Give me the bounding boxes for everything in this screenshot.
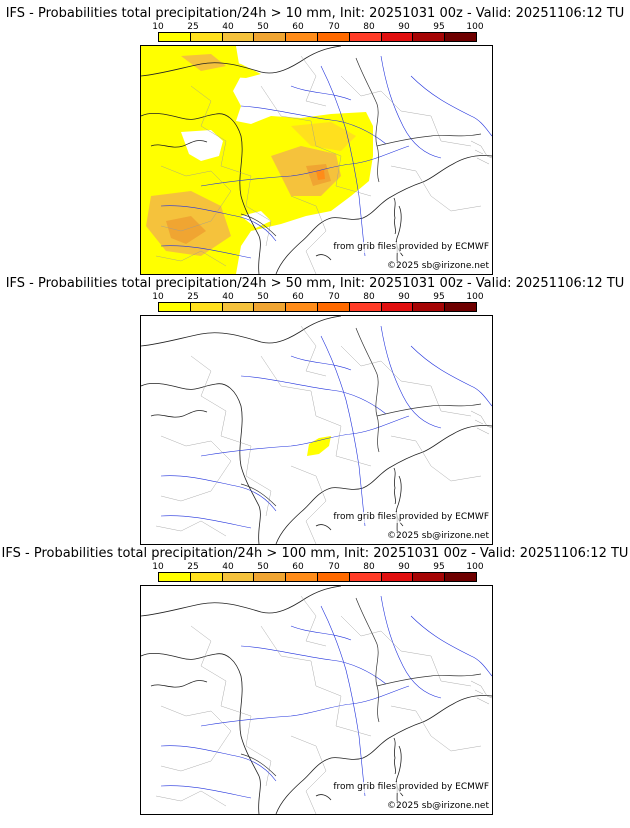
colorbar-labels: 10 25 40 50 60 70 80 90 95 100 [152,292,483,302]
colorbar-swatch [349,33,382,41]
colorbar-label: 80 [363,562,375,572]
colorbar-swatch [413,33,446,41]
colorbar-swatch [222,33,255,41]
copyright: ©2025 sb@irizone.net [387,801,489,812]
colorbar-label: 70 [328,22,340,32]
colorbar-label: 60 [292,22,304,32]
source-note: from grib files provided by ECMWF [333,512,489,523]
colorbar-label: 100 [466,22,484,32]
colorbar-swatch [254,33,287,41]
precip-probability-overlay [141,46,492,274]
probability-shading [307,436,331,456]
colorbar-swatch [381,573,414,581]
colorbar-swatch [254,303,287,311]
colorbar-swatch [349,303,382,311]
copyright: ©2025 sb@irizone.net [387,261,489,272]
colorbar-label: 80 [363,292,375,302]
map: from grib files provided by ECMWF ©2025 … [140,585,493,815]
panel-title: IFS - Probabilities total precipitation/… [5,6,625,21]
probability-shading [141,46,373,274]
colorbar-swatch [159,303,191,311]
copyright: ©2025 sb@irizone.net [387,531,489,542]
colorbar-swatch [159,573,191,581]
colorbar-label: 40 [222,292,234,302]
colorbar-swatch [190,33,223,41]
colorbar-label: 60 [292,292,304,302]
colorbar [158,32,477,42]
colorbar-label: 90 [398,292,410,302]
colorbar-label: 70 [328,562,340,572]
precip-probability-overlay [141,316,492,544]
colorbar-swatch [286,33,318,41]
colorbar-swatch [445,573,476,581]
colorbar [158,302,477,312]
map: from grib files provided by ECMWF ©2025 … [140,315,493,545]
colorbar-label: 100 [466,562,484,572]
panel-title: IFS - Probabilities total precipitation/… [1,546,629,561]
forecast-panel-100mm: IFS - Probabilities total precipitation/… [0,546,630,816]
colorbar-swatch [317,33,350,41]
colorbar-label: 10 [152,22,164,32]
colorbar-label: 95 [433,22,445,32]
colorbar-swatch [222,303,255,311]
colorbar-label: 95 [433,292,445,302]
panel-title: IFS - Probabilities total precipitation/… [5,276,625,291]
colorbar-label: 50 [257,562,269,572]
colorbar-label: 50 [257,292,269,302]
colorbar-label: 50 [257,22,269,32]
colorbar-label: 90 [398,22,410,32]
colorbar-label: 40 [222,562,234,572]
colorbar [158,572,477,582]
colorbar-label: 40 [222,22,234,32]
colorbar-label: 25 [187,292,199,302]
source-note: from grib files provided by ECMWF [333,242,489,253]
colorbar-label: 100 [466,292,484,302]
colorbar-swatch [381,33,414,41]
colorbar-label: 95 [433,562,445,572]
colorbar-label: 60 [292,562,304,572]
source-note: from grib files provided by ECMWF [333,782,489,793]
colorbar-swatch [445,33,476,41]
colorbar-swatch [317,573,350,581]
colorbar-swatch [222,573,255,581]
colorbar-label: 80 [363,22,375,32]
map: from grib files provided by ECMWF ©2025 … [140,45,493,275]
colorbar-swatch [159,33,191,41]
colorbar-swatch [413,573,446,581]
colorbar-swatch [413,303,446,311]
colorbar-labels: 10 25 40 50 60 70 80 90 95 100 [152,562,483,572]
colorbar-labels: 10 25 40 50 60 70 80 90 95 100 [152,22,483,32]
precip-probability-overlay [141,586,492,814]
colorbar-label: 25 [187,562,199,572]
forecast-panel-50mm: IFS - Probabilities total precipitation/… [0,276,630,546]
colorbar-swatch [190,303,223,311]
colorbar-swatch [286,573,318,581]
colorbar-label: 10 [152,562,164,572]
colorbar-label: 25 [187,22,199,32]
colorbar-swatch [317,303,350,311]
colorbar-label: 70 [328,292,340,302]
colorbar-swatch [381,303,414,311]
colorbar-swatch [190,573,223,581]
colorbar-swatch [445,303,476,311]
colorbar-swatch [349,573,382,581]
colorbar-swatch [254,573,287,581]
colorbar-label: 90 [398,562,410,572]
colorbar-swatch [286,303,318,311]
colorbar-label: 10 [152,292,164,302]
forecast-panel-10mm: IFS - Probabilities total precipitation/… [0,6,630,276]
